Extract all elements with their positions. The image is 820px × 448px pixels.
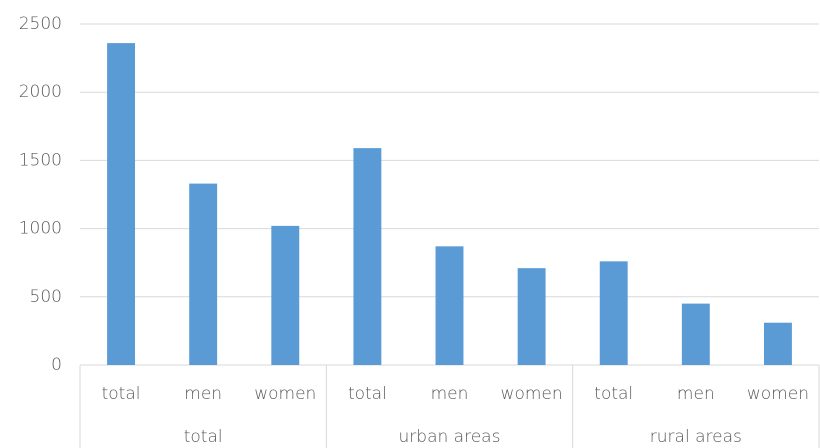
bar xyxy=(271,225,300,365)
x-tick-label: women xyxy=(501,384,563,404)
bar xyxy=(353,148,382,365)
bar xyxy=(189,183,218,365)
bar xyxy=(517,268,546,365)
y-tick-label: 2500 xyxy=(19,14,62,34)
bar xyxy=(107,43,136,365)
group-label: total xyxy=(184,427,223,447)
group-label: urban areas xyxy=(399,427,501,447)
x-tick-label: total xyxy=(348,384,387,404)
x-tick-label: men xyxy=(431,384,469,404)
x-tick-label: women xyxy=(254,384,316,404)
bar xyxy=(435,246,464,365)
x-tick-label: men xyxy=(677,384,715,404)
y-tick-label: 0 xyxy=(51,355,62,375)
x-tick-label: women xyxy=(747,384,809,404)
y-tick-label: 500 xyxy=(30,287,62,307)
x-tick-label: total xyxy=(102,384,141,404)
y-tick-label: 1000 xyxy=(19,219,62,239)
y-tick-label: 2000 xyxy=(19,82,62,102)
group-label: rural areas xyxy=(650,427,742,447)
y-tick-label: 1500 xyxy=(19,150,62,170)
x-tick-label: total xyxy=(594,384,633,404)
bar xyxy=(681,303,710,365)
x-tick-label: men xyxy=(184,384,222,404)
bar xyxy=(763,322,792,365)
bar xyxy=(599,261,628,365)
